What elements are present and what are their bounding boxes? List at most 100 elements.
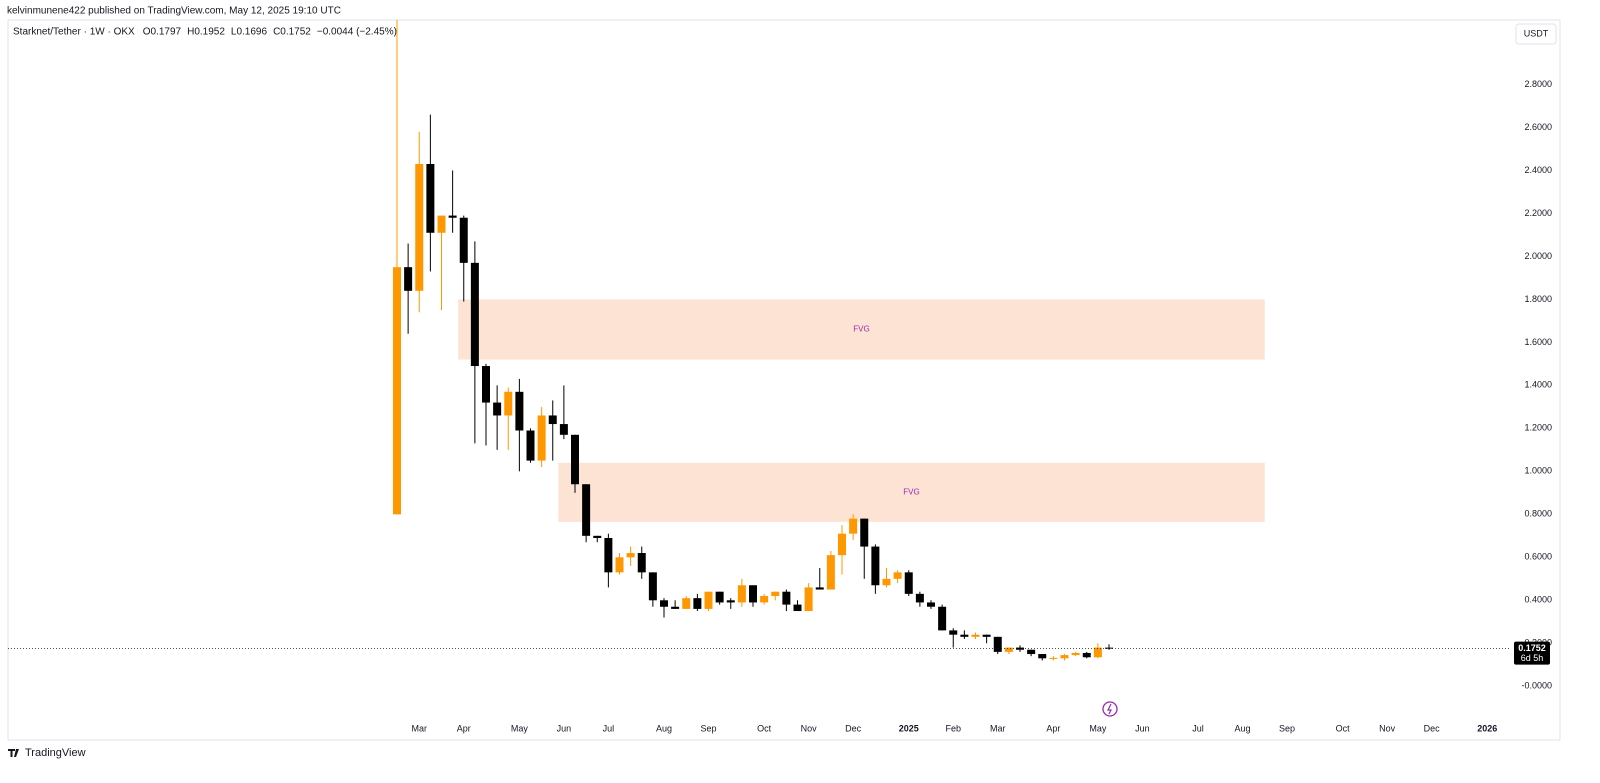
candle-body [771,591,780,596]
candle-body [426,164,435,233]
y-tick-label: 0.4000 [1524,595,1552,605]
y-tick-label: 2.0000 [1524,251,1552,261]
x-tick-label: Dec [1424,723,1441,733]
candle-body [993,636,1002,652]
x-tick-label: Oct [757,723,772,733]
candle-body [1105,647,1113,649]
candle-body [626,553,635,558]
x-tick-label: Jun [1135,723,1150,733]
candle-body [582,484,591,536]
y-tick-label: 1.8000 [1524,294,1552,304]
price-tag-value: 0.1752 [1518,643,1546,653]
x-tick-label: Nov [801,723,818,733]
candle-body [482,366,490,403]
ohlc-close: C0.1752 [273,27,311,38]
brand: TradingView [25,747,86,759]
x-tick-label: May [1089,723,1107,733]
x-tick-label: 2026 [1477,723,1497,733]
x-tick-label: Nov [1379,723,1396,733]
y-tick-label: 2.8000 [1524,79,1552,89]
candle-body [660,600,668,607]
candle-body [871,546,880,586]
candle-body [437,215,446,233]
candle-body [1060,655,1069,659]
candle-body [404,267,413,291]
candle-body [737,585,746,603]
x-tick-label: Feb [945,723,961,733]
candle-body [615,557,624,573]
currency-button[interactable] [1515,23,1557,45]
x-tick-label: Jul [603,723,615,733]
candle-body [815,587,824,590]
change: −0.0044 (−2.45%) [317,27,397,38]
candle-body [860,518,869,547]
y-tick-label: 2.2000 [1524,208,1552,218]
candle-body [504,391,513,416]
candle-body [915,593,924,603]
candle-body [604,537,613,573]
y-tick-label: 2.4000 [1524,165,1552,175]
x-tick-label: Mar [412,723,428,733]
candle-body [704,591,713,609]
icon-circle [1102,701,1118,717]
y-tick-label: 1.6000 [1524,337,1552,347]
fvg-zone [458,299,1265,360]
ohlc-open: O0.1797 [143,27,182,38]
candle-body [1004,647,1013,652]
ohlc-high: H0.1952 [187,27,225,38]
icon-bolt [1107,703,1112,715]
candle-body [849,518,858,534]
ohlc-low: L0.1696 [231,27,268,38]
candle-body [826,555,835,590]
candle-body [715,591,724,603]
candle-body [593,535,602,538]
replay-icon[interactable] [1102,701,1118,717]
candle-body [982,634,991,637]
x-tick-label: Apr [1046,723,1060,733]
candle-body [782,591,791,605]
price-tag [1514,641,1550,665]
zones: FVG FVG [458,299,1265,522]
y-tick-label: 0.8000 [1524,509,1552,519]
candle-body [971,634,980,637]
candle-body [1049,657,1058,659]
fvg-label: FVG [853,325,869,334]
y-tick-label: 1.2000 [1524,423,1552,433]
chart-frame [7,19,1561,741]
candle-body [648,572,657,601]
candle-body [1038,654,1047,659]
x-tick-label: Oct [1336,723,1351,733]
candle-body [793,604,802,612]
candle-body [1071,652,1080,656]
footer-logo: TradingView [8,747,86,759]
x-tick-label: Mar [990,723,1006,733]
candle-body [749,585,757,603]
y-tick-label: 1.0000 [1524,466,1552,476]
x-tick-label: Apr [457,723,471,733]
x-tick-label: Jul [1192,723,1204,733]
legend: Starknet/Tether · 1W · OKX O0.1797 H0.19… [13,27,397,38]
candle-body [415,164,424,291]
x-tick-label: 2025 [899,723,919,733]
candle-body [393,267,401,515]
candle-body [537,415,546,461]
x-tick-label: Dec [845,723,862,733]
candle-body [637,553,646,573]
candle-body [548,415,557,425]
price-tag-countdown: 6d 5h [1521,653,1544,663]
x-tick-label: Sep [1279,723,1295,733]
candle-body [726,600,735,603]
y-tick-label: 1.4000 [1524,380,1552,390]
candle-body [526,430,535,461]
candle-body [459,217,468,263]
candle-body [1093,647,1102,658]
candle-body [1027,649,1036,655]
currency: USDT [1524,28,1549,38]
candle-body [960,634,969,637]
fvg-zone [558,462,1265,522]
symbol-info: Starknet/Tether · 1W · OKX [13,27,135,38]
x-tick-label: Sep [700,723,716,733]
fvg-label: FVG [903,487,919,496]
